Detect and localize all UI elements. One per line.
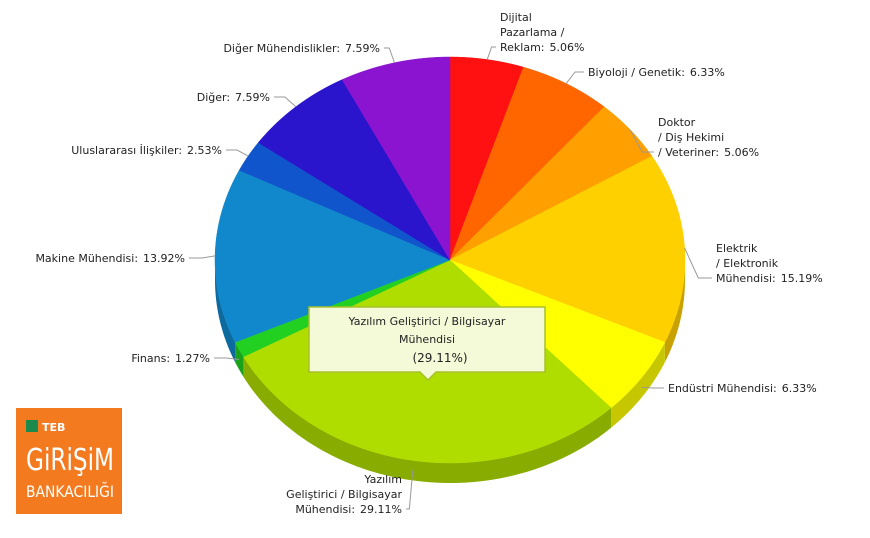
leader-line xyxy=(274,96,297,108)
pie-slice xyxy=(449,259,666,409)
pie-side xyxy=(215,260,236,363)
label-value: 7.59% xyxy=(345,42,380,55)
label-name: Biyoloji / Genetik: xyxy=(588,66,685,79)
slice-label: Doktor xyxy=(658,116,696,129)
label-name: / Elektronik xyxy=(716,257,779,270)
slice-label: Diğer Mühendislikler: 7.59% xyxy=(223,42,380,55)
label-name: Elektrik xyxy=(716,242,758,255)
leader-line xyxy=(384,47,395,63)
logo: TEB GiRiŞiM BANKACILIĞI xyxy=(16,408,122,514)
pie-slice xyxy=(449,66,605,261)
pie-slice xyxy=(341,56,451,261)
leader-line xyxy=(214,357,240,361)
label-value: 29.11% xyxy=(360,503,402,516)
pie-slice xyxy=(238,142,451,261)
slice-label: Geliştirici / Bilgisayar xyxy=(286,488,402,501)
label-name: Diğer Mühendislikler: xyxy=(223,42,340,55)
label-name: Diğer: xyxy=(197,91,230,104)
label-name: Pazarlama / xyxy=(500,26,565,39)
label-value: 5.06% xyxy=(550,41,585,54)
label-value: 13.92% xyxy=(143,252,185,265)
label-value: 5.06% xyxy=(724,146,759,159)
pie-side xyxy=(664,260,685,363)
label-name: / Veteriner: xyxy=(658,146,719,159)
leader-line xyxy=(189,255,216,259)
label-value: 2.53% xyxy=(187,144,222,157)
leader-line xyxy=(629,129,654,153)
slice-label: Uluslararası İlişkiler: 2.53% xyxy=(71,144,222,157)
leader-line xyxy=(486,46,496,60)
leader-line xyxy=(565,71,584,84)
pie-slice xyxy=(449,155,686,343)
slice-label: Pazarlama / xyxy=(500,26,565,39)
logo-line: BANKACILIĞI xyxy=(26,482,114,501)
pie-side xyxy=(243,356,612,483)
label-name: Dijital xyxy=(500,11,532,24)
slice-label: Elektrik xyxy=(716,242,758,255)
slice-label: / Veteriner: 5.06% xyxy=(658,146,759,159)
pie-slice xyxy=(449,56,524,261)
tooltip-line: Mühendisi xyxy=(399,333,455,346)
slice-label: / Diş Hekimi xyxy=(658,131,724,144)
leader-line xyxy=(684,247,712,279)
label-name: Mühendisi: xyxy=(295,503,355,516)
slice-label: Dijital xyxy=(500,11,532,24)
tooltip: Yazılım Geliştirici / Bilgisayar Mühendi… xyxy=(308,306,546,382)
tooltip-value: (29.11%) xyxy=(412,351,467,365)
label-name: Finans: xyxy=(131,352,170,365)
slice-label: Diğer: 7.59% xyxy=(197,91,270,104)
slice-label: Mühendisi: 15.19% xyxy=(716,272,823,285)
label-value: 15.19% xyxy=(781,272,823,285)
pie-side xyxy=(235,342,244,377)
slice-label: Biyoloji / Genetik: 6.33% xyxy=(588,66,725,79)
logo-brand: TEB xyxy=(42,421,65,434)
label-name: Mühendisi: xyxy=(716,272,776,285)
label-value: 6.33% xyxy=(782,382,817,395)
label-name: Reklam: xyxy=(500,41,545,54)
label-name: Endüstri Mühendisi: xyxy=(668,382,777,395)
slice-label: Yazılım xyxy=(363,473,402,486)
label-name: Geliştirici / Bilgisayar xyxy=(286,488,402,501)
leader-line xyxy=(406,470,414,510)
leader-line xyxy=(226,149,249,157)
slice-label: Makine Mühendisi: 13.92% xyxy=(35,252,185,265)
slice-label: Reklam: 5.06% xyxy=(500,41,584,54)
label-name: / Diş Hekimi xyxy=(658,131,724,144)
slice-label: Mühendisi: 29.11% xyxy=(295,503,402,516)
slice-label: Endüstri Mühendisi: 6.33% xyxy=(668,382,817,395)
tooltip-line: Yazılım Geliştirici / Bilgisayar xyxy=(348,315,506,328)
logo-line: GiRiŞiM xyxy=(26,443,114,478)
label-value: 6.33% xyxy=(690,66,725,79)
label-name: Doktor xyxy=(658,116,696,129)
label-value: 1.27% xyxy=(175,352,210,365)
label-name: Uluslararası İlişkiler: xyxy=(71,144,182,157)
label-value: 7.59% xyxy=(235,91,270,104)
slice-label: / Elektronik xyxy=(716,257,779,270)
leader-line xyxy=(641,386,664,389)
slice-label: Finans: 1.27% xyxy=(131,352,210,365)
pie-side xyxy=(611,342,665,428)
pie-slice xyxy=(214,169,451,343)
label-name: Makine Mühendisi: xyxy=(35,252,138,265)
label-name: Yazılım xyxy=(363,473,402,486)
